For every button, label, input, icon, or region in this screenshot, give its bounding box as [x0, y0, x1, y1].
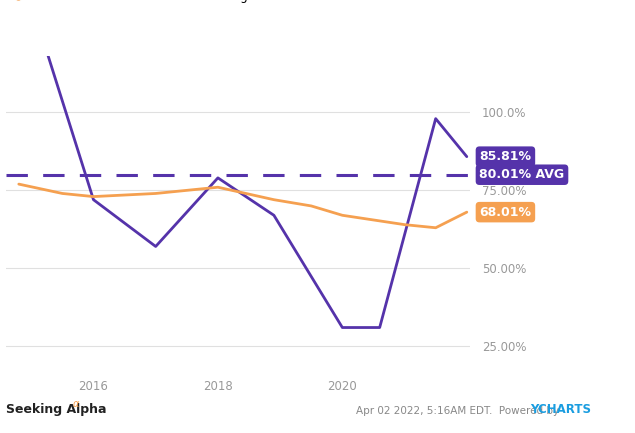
Text: 80.01% AVG: 80.01% AVG — [479, 168, 565, 181]
Text: α: α — [73, 399, 79, 409]
Text: 68.01%: 68.01% — [479, 206, 531, 219]
Text: Seeking Alpha: Seeking Alpha — [6, 403, 107, 416]
Text: YCHARTS: YCHARTS — [530, 403, 591, 416]
Text: 85.81%: 85.81% — [479, 150, 531, 163]
Text: Apr 02 2022, 5:16AM EDT.  Powered by: Apr 02 2022, 5:16AM EDT. Powered by — [356, 406, 562, 416]
Legend: Teladoc Health Inc Revenue (Annual YoY Growth), Teladoc Health Inc Gross Profit : Teladoc Health Inc Revenue (Annual YoY G… — [2, 0, 327, 8]
